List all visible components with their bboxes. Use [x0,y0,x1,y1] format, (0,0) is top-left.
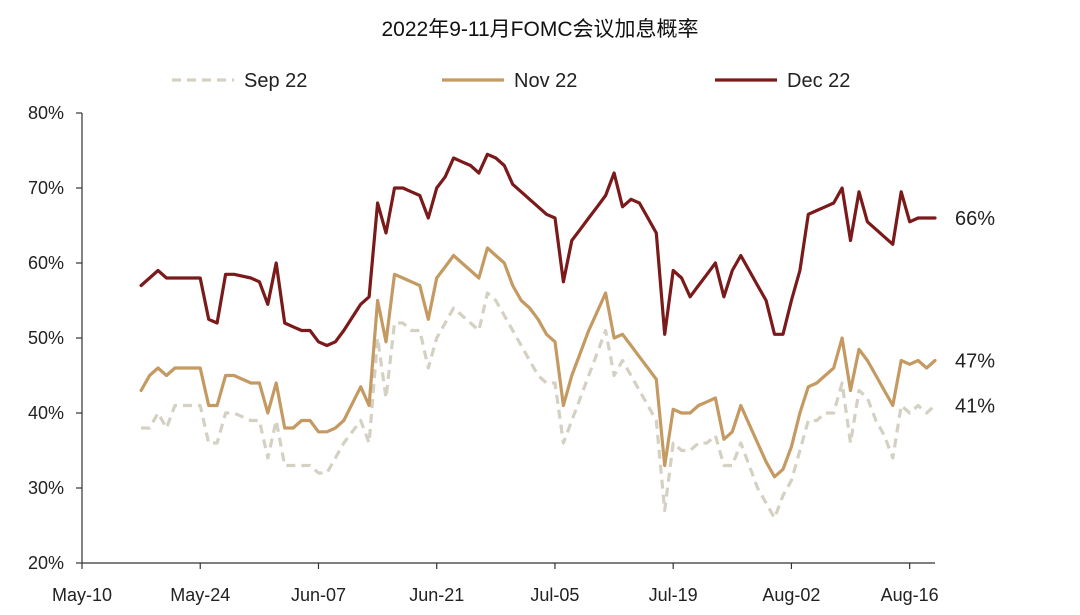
x-tick-label: Jul-05 [530,585,579,605]
y-tick-label: 60% [28,253,64,273]
x-tick-label: May-10 [52,585,112,605]
x-tick-label: Aug-16 [881,585,939,605]
axes: 20% 30% 40% 50% 60% 70% 80% May-10 May-24 Jun-07 J… [28,103,939,605]
chart-title: 2022年9-11月FOMC会议加息概率 [381,18,698,41]
x-tick-label: May-24 [170,585,230,605]
series-line-nov-22 [139,246,937,479]
y-tick-label: 80% [28,103,64,123]
legend-label-nov-22: Nov 22 [514,70,577,92]
legend: Sep 22 Nov 22 Dec 22 [172,70,850,92]
end-label-sep-22: 41% [955,396,995,418]
end-label-dec-22: 66% [955,208,995,230]
series-group [139,152,937,520]
y-tick-label: 70% [28,178,64,198]
x-tick-label: Jun-07 [291,585,346,605]
x-tick-label: Jun-21 [409,585,464,605]
series-line-dec-22 [139,152,937,348]
y-tick-label: 20% [28,553,64,573]
y-tick-label: 30% [28,478,64,498]
end-label-nov-22: 47% [955,351,995,373]
x-tick-label: Aug-02 [762,585,820,605]
y-tick-label: 50% [28,328,64,348]
series-line-sep-22 [141,291,937,520]
y-tick-label: 40% [28,403,64,423]
legend-label-dec-22: Dec 22 [787,70,850,92]
legend-label-sep-22: Sep 22 [244,70,307,92]
end-labels: 41% 47% 66% [955,208,995,418]
x-tick-label: Jul-19 [649,585,698,605]
